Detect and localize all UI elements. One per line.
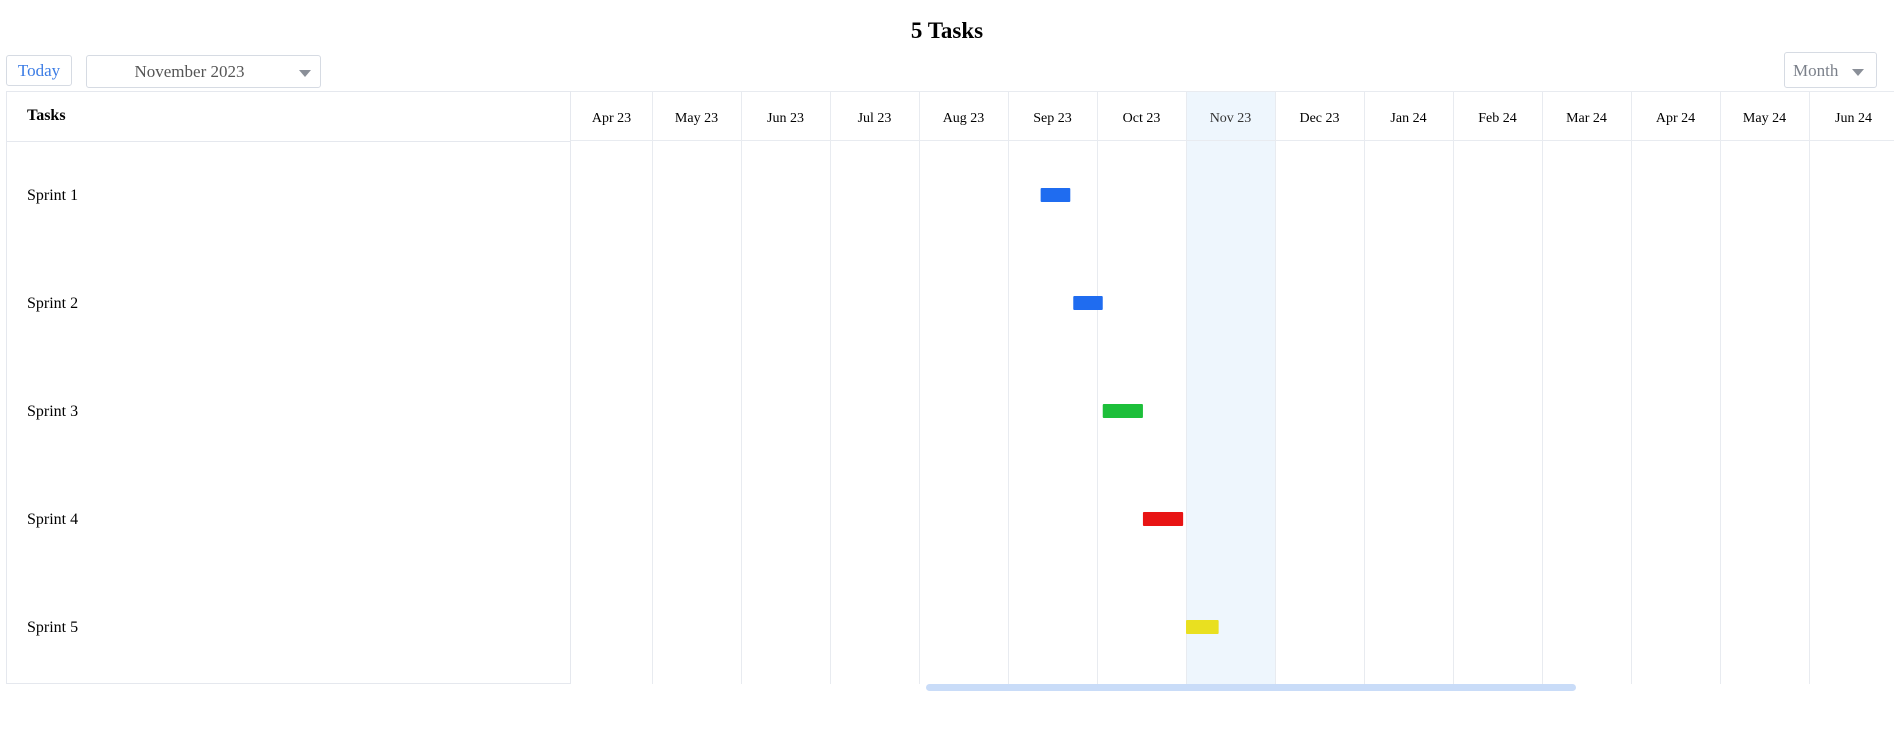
- gantt-timeline: Apr 23 May 23 Jun 23 Jul 23 Aug 23 Sep 23 Oct …: [571, 91, 1894, 684]
- month-header-label: Jan 24: [1390, 111, 1426, 126]
- month-header-label: May 23: [675, 111, 718, 126]
- chevron-down-icon: [1852, 69, 1864, 76]
- task-list: Tasks Sprint 1 Sprint 2 Sprint 3 Sprint …: [6, 91, 571, 684]
- task-list-header: Tasks: [7, 92, 570, 142]
- task-row-sprint-4[interactable]: Sprint 4: [7, 466, 570, 574]
- task-list-header-label: Tasks: [27, 107, 66, 124]
- task-row-sprint-5[interactable]: Sprint 5: [7, 574, 570, 682]
- task-name: Sprint 1: [27, 187, 79, 204]
- chevron-down-icon: [299, 70, 311, 77]
- month-header-label: Feb 24: [1478, 111, 1517, 126]
- task-name: Sprint 2: [27, 295, 79, 312]
- horizontal-scrollbar[interactable]: [926, 684, 1576, 691]
- month-header-label: Sep 23: [1033, 111, 1072, 126]
- date-picker[interactable]: November 2023: [86, 55, 321, 88]
- task-row-sprint-3[interactable]: Sprint 3: [7, 358, 570, 466]
- month-header-label: Jun 24: [1835, 111, 1872, 126]
- view-mode-value: Month: [1793, 61, 1839, 80]
- month-header-label: Oct 23: [1123, 111, 1161, 126]
- task-name: Sprint 5: [27, 619, 79, 636]
- month-header-label: Apr 23: [592, 111, 631, 126]
- task-bar[interactable]: [1040, 188, 1071, 202]
- view-mode-select[interactable]: Month: [1784, 52, 1877, 88]
- task-bar[interactable]: [1186, 620, 1219, 634]
- today-button[interactable]: Today: [6, 55, 72, 86]
- task-row-sprint-1[interactable]: Sprint 1: [7, 142, 570, 250]
- month-header-label: Aug 23: [943, 111, 985, 126]
- task-bar[interactable]: [1073, 296, 1103, 310]
- month-header-label: Jul 23: [858, 111, 892, 126]
- gantt-chart: Apr 23 May 23 Jun 23 Jul 23 Aug 23 Sep 23 Oct …: [571, 91, 1894, 684]
- month-header-label: May 24: [1743, 111, 1786, 126]
- task-bar[interactable]: [1142, 512, 1184, 526]
- month-header-label: Jun 23: [767, 111, 804, 126]
- task-bar[interactable]: [1102, 404, 1143, 418]
- date-picker-value: November 2023: [134, 62, 245, 81]
- month-header-label: Dec 23: [1299, 111, 1339, 126]
- task-row-sprint-2[interactable]: Sprint 2: [7, 250, 570, 358]
- month-header-label: Nov 23: [1210, 111, 1252, 126]
- month-header-label: Mar 24: [1566, 111, 1607, 126]
- page-title: 5 Tasks: [910, 18, 984, 43]
- task-name: Sprint 3: [27, 403, 79, 420]
- current-month-highlight: [1186, 91, 1275, 684]
- month-header-label: Apr 24: [1656, 111, 1695, 126]
- task-name: Sprint 4: [27, 511, 79, 528]
